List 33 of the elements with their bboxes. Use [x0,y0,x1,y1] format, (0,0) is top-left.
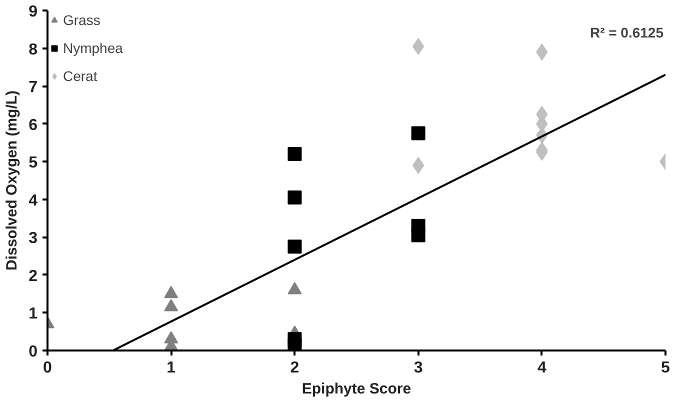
y-tick-label: 1 [28,306,38,323]
x-tick-label: 1 [166,360,176,376]
annotation: R² = 0.6125 [590,24,664,40]
y-axis-title: Dissolved Oxygen (mg/L) [4,90,21,271]
point [288,338,302,350]
x-tick-label: 4 [537,360,546,376]
point [164,286,178,298]
point [288,240,302,254]
point [164,299,178,312]
y-tick-label: 4 [28,192,38,210]
y-tick-label: 0 [28,344,38,360]
y-tick-label: 5 [28,154,38,172]
x-axis-title: Epiphyte Score [302,380,412,398]
point [412,38,424,55]
point [288,147,302,162]
y-tick-label: 7 [28,79,38,96]
point [411,228,426,242]
point [411,126,426,140]
x-tick-label: 5 [661,360,670,376]
y-tick-label: 3 [28,230,38,248]
y-tick-label: 6 [28,116,38,134]
y-tick-label: 9 [28,4,38,20]
legend-label: Cerat [63,68,98,84]
legend-label: Grass [63,12,100,28]
point [288,282,302,294]
y-tick-label: 2 [28,268,38,285]
x-tick-label: 3 [414,360,423,376]
x-tick-label: 0 [43,360,52,376]
legend-label: Nymphea [63,40,123,56]
y-tick-label: 8 [28,41,38,58]
point [412,156,424,174]
x-tick-label: 2 [290,360,300,376]
point [288,190,302,204]
